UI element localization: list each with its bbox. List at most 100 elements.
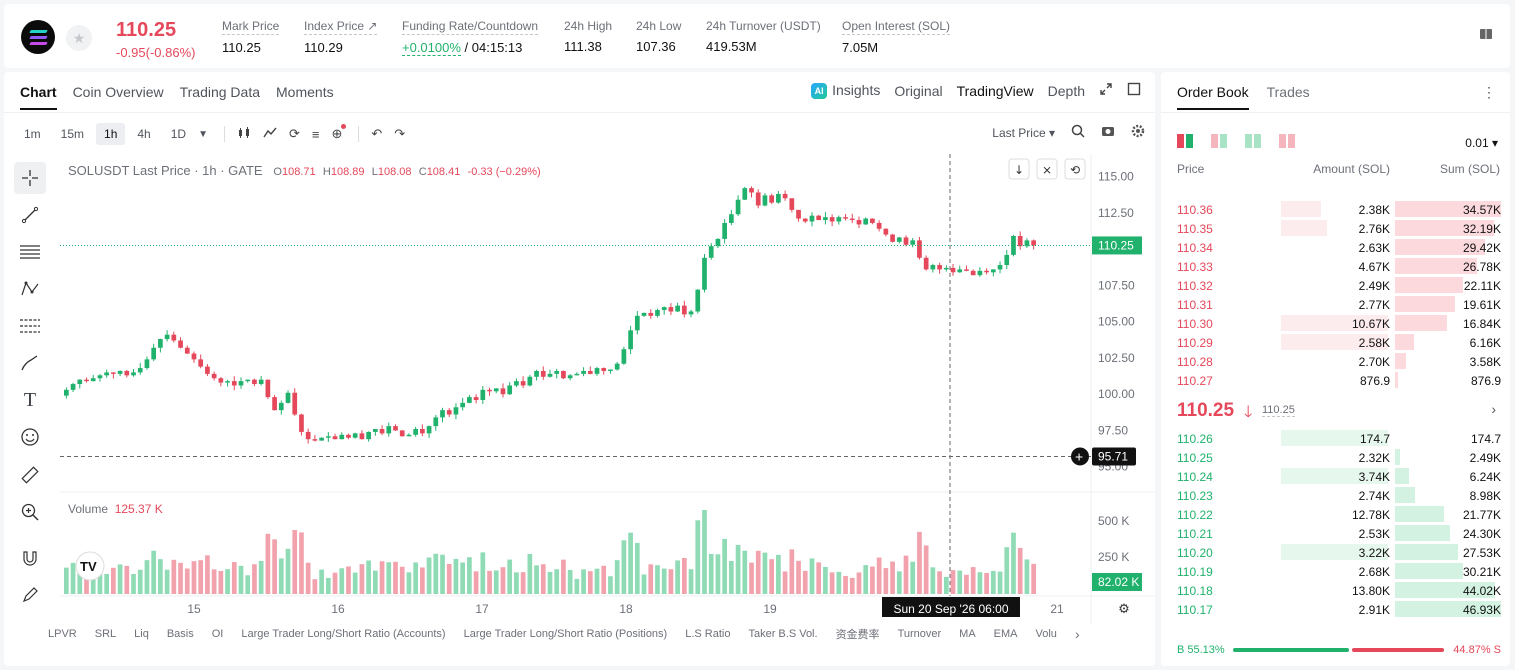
bid-row[interactable]: 110.25 2.32K 2.49K [1177, 448, 1501, 467]
indicator-item[interactable]: Volu [1035, 628, 1057, 640]
volume-bar [372, 570, 378, 594]
stat-funding-rate[interactable]: Funding Rate/Countdown +0.0100% / 04:15:… [402, 19, 539, 56]
favorite-star-icon[interactable]: ★ [66, 25, 92, 51]
layout-both-icon[interactable] [1177, 134, 1193, 148]
bid-row[interactable]: 110.26 174.7 174.7 [1177, 429, 1501, 448]
bid-row[interactable]: 110.22 12.78K 21.77K [1177, 505, 1501, 524]
indicator-item[interactable]: OI [211, 628, 224, 640]
search-icon[interactable] [1071, 124, 1085, 141]
bid-row[interactable]: 110.21 2.53K 24.30K [1177, 524, 1501, 543]
crosshair-icon[interactable] [14, 162, 46, 194]
text-tool-icon[interactable]: T [23, 388, 37, 411]
bid-row[interactable]: 110.24 3.74K 6.24K [1177, 467, 1501, 486]
indicator-item[interactable]: EMA [993, 628, 1018, 640]
sum-depth-bar [1395, 334, 1415, 350]
timeframe-15m[interactable]: 15m [60, 127, 85, 141]
tab-chart[interactable]: Chart [20, 84, 57, 110]
book-icon[interactable] [1478, 26, 1496, 44]
tab-trades[interactable]: Trades [1266, 84, 1310, 100]
ask-row[interactable]: 110.32 2.49K 22.11K [1177, 276, 1501, 295]
chevron-right-icon[interactable]: › [1074, 626, 1080, 642]
precision-select[interactable]: 0.01 ▾ [1465, 136, 1498, 150]
timeframe-dropdown-icon[interactable]: ▼ [198, 128, 208, 140]
volume-bar [366, 560, 371, 594]
expand-icon[interactable] [1099, 82, 1113, 99]
ask-row[interactable]: 110.28 2.70K 3.58K [1177, 352, 1501, 371]
tab-coin-overview[interactable]: Coin Overview [72, 84, 164, 100]
ruler-icon[interactable] [14, 459, 46, 491]
view-depth[interactable]: Depth [1047, 82, 1085, 99]
price-chart[interactable]: 115.00 112.50 107.50 105.00 102.50 100.00 97.5… [4, 72, 1155, 632]
emoji-icon[interactable] [14, 421, 46, 453]
indicator-item[interactable]: Turnover [897, 628, 942, 640]
stat-index-price[interactable]: Index Price ↗ 110.29 [304, 19, 378, 55]
indicator-item[interactable]: L.S Ratio [685, 628, 731, 640]
layout-both-light-icon[interactable] [1211, 134, 1227, 148]
bid-row[interactable]: 110.20 3.22K 27.53K [1177, 543, 1501, 562]
timeframe-1m[interactable]: 1m [24, 127, 41, 141]
timeframe-1h[interactable]: 1h [96, 123, 126, 145]
indicator-item[interactable]: Large Trader Long/Short Ratio (Positions… [463, 628, 668, 640]
indicator-item[interactable]: LPVR [48, 628, 77, 640]
indicator-item[interactable]: 资金费率 [835, 629, 880, 641]
view-tradingview[interactable]: TradingView [956, 82, 1034, 99]
settings-list-icon[interactable]: ≡ [311, 126, 320, 142]
indicator-item[interactable]: SRL [94, 628, 117, 640]
brush-icon[interactable] [14, 347, 46, 379]
view-insights[interactable]: AI Insights [811, 82, 880, 100]
layout-bids-icon[interactable] [1245, 134, 1261, 148]
ask-row[interactable]: 110.27 876.9 876.9 [1177, 371, 1501, 390]
indicator-item[interactable]: Large Trader Long/Short Ratio (Accounts) [241, 628, 446, 640]
window-icon[interactable] [1127, 82, 1141, 99]
ask-row[interactable]: 110.29 2.58K 6.16K [1177, 333, 1501, 352]
add-indicator-icon[interactable]: ⊕ [331, 124, 347, 142]
volume-bar [473, 571, 479, 594]
view-original[interactable]: Original [894, 82, 943, 99]
layout-asks-icon[interactable] [1279, 134, 1295, 148]
volume-bar [258, 560, 264, 594]
magnet-icon[interactable] [14, 542, 46, 574]
zoom-in-icon[interactable] [14, 496, 46, 528]
indicator-item[interactable]: Taker B.S Vol. [748, 628, 818, 640]
tab-trading-data[interactable]: Trading Data [179, 84, 261, 100]
candle-body [890, 234, 895, 242]
undo-icon[interactable]: ↶ [371, 126, 383, 141]
redo-icon[interactable]: ↷ [394, 126, 406, 141]
ask-row[interactable]: 110.35 2.76K 32.19K [1177, 219, 1501, 238]
chevron-right-icon[interactable]: › [1491, 401, 1496, 417]
ask-row[interactable]: 110.34 2.63K 29.42K [1177, 238, 1501, 257]
ask-row[interactable]: 110.36 2.38K 34.57K [1177, 200, 1501, 219]
fib-icon[interactable] [14, 310, 46, 342]
ask-row[interactable]: 110.31 2.77K 19.61K [1177, 295, 1501, 314]
pattern-icon[interactable] [14, 273, 46, 305]
price-type-select[interactable]: Last Price ▾ [992, 125, 1055, 140]
tab-order-book[interactable]: Order Book [1177, 84, 1249, 110]
candle-body [480, 389, 486, 400]
candle-body [278, 402, 284, 411]
gear-icon[interactable] [1131, 124, 1145, 141]
horizontal-lines-icon[interactable] [14, 236, 46, 268]
more-menu-icon[interactable]: ⋮ [1482, 84, 1496, 100]
ask-row[interactable]: 110.33 4.67K 26.78K [1177, 257, 1501, 276]
tab-moments[interactable]: Moments [276, 84, 334, 100]
candlestick-type-icon[interactable] [237, 126, 251, 143]
trendline-icon[interactable] [14, 199, 46, 231]
pencil-icon[interactable] [14, 579, 46, 611]
indicators-icon[interactable] [263, 126, 277, 143]
stat-open-interest[interactable]: Open Interest (SOL) 7.05M [842, 19, 951, 55]
indicator-item[interactable]: Liq [134, 628, 149, 640]
bid-row[interactable]: 110.17 2.91K 46.93K [1177, 600, 1501, 619]
bid-row[interactable]: 110.19 2.68K 30.21K [1177, 562, 1501, 581]
bid-row[interactable]: 110.23 2.74K 8.98K [1177, 486, 1501, 505]
bid-row[interactable]: 110.18 13.80K 44.02K [1177, 581, 1501, 600]
mid-mark-price: 110.25 [1262, 404, 1295, 417]
timeframe-1d[interactable]: 1D [170, 127, 187, 141]
sum-depth-bar [1395, 563, 1463, 579]
indicator-item[interactable]: Basis [166, 628, 194, 640]
ask-row[interactable]: 110.30 10.67K 16.84K [1177, 314, 1501, 333]
indicator-item[interactable]: MA [959, 628, 976, 640]
stat-mark-price[interactable]: Mark Price 110.25 [222, 19, 280, 55]
timeframe-4h[interactable]: 4h [137, 127, 151, 141]
camera-icon[interactable] [1101, 124, 1115, 141]
refresh-icon[interactable]: ⟳ [288, 126, 300, 141]
